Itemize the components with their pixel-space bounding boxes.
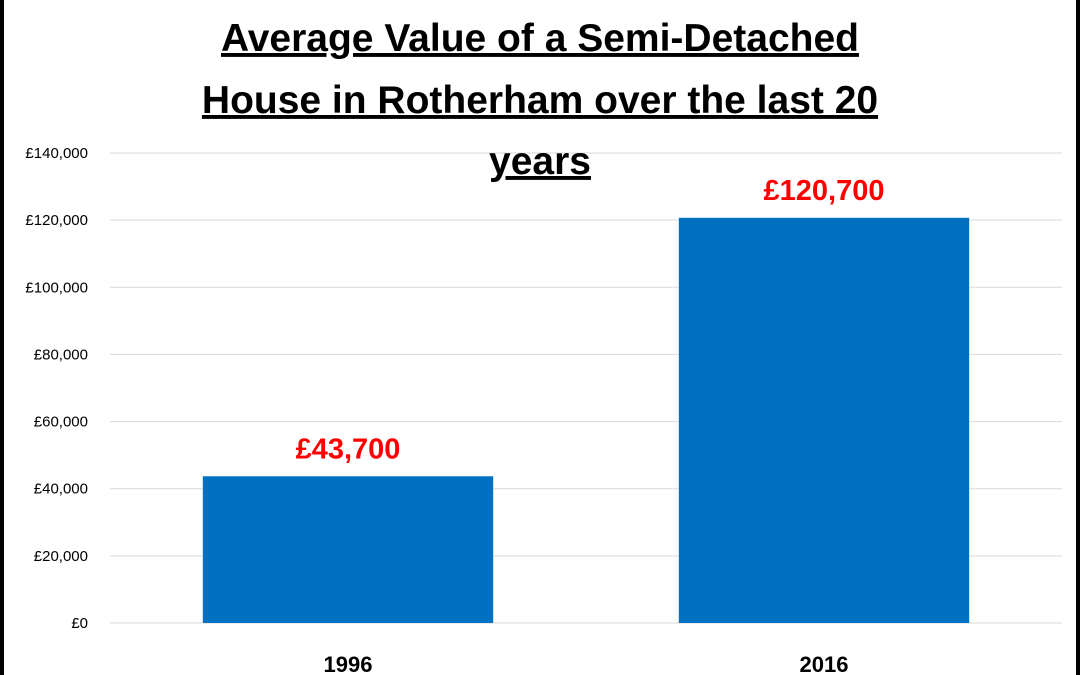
y-tick-label: £140,000 (25, 145, 88, 162)
chart-title-line-3: years (489, 140, 591, 183)
category-label-1996: 1996 (324, 652, 373, 675)
y-tick-label: £120,000 (25, 212, 88, 229)
chart-title-line-1: Average Value of a Semi-Detached (221, 17, 859, 60)
data-labels: £43,700 £120,700 (296, 175, 885, 465)
data-label-1996: £43,700 (296, 433, 401, 465)
data-label-2016: £120,700 (764, 175, 885, 207)
chart-title-line-2: House in Rotherham over the last 20 (202, 79, 878, 122)
chart-title: Average Value of a Semi-Detached House i… (202, 17, 878, 183)
y-tick-label: £0 (71, 615, 88, 632)
x-axis-categories: 1996 2016 (324, 652, 849, 675)
y-axis-ticks: £0 £20,000 £40,000 £60,000 £80,000 £100,000 £1… (25, 145, 88, 632)
bars (202, 217, 970, 624)
y-tick-label: £20,000 (34, 548, 88, 565)
bar-2016 (678, 217, 970, 624)
category-label-2016: 2016 (800, 652, 849, 675)
y-tick-label: £60,000 (34, 414, 88, 431)
y-tick-label: £40,000 (34, 481, 88, 498)
bar-1996 (202, 476, 494, 623)
y-tick-label: £100,000 (25, 279, 88, 296)
y-tick-label: £80,000 (34, 346, 88, 363)
